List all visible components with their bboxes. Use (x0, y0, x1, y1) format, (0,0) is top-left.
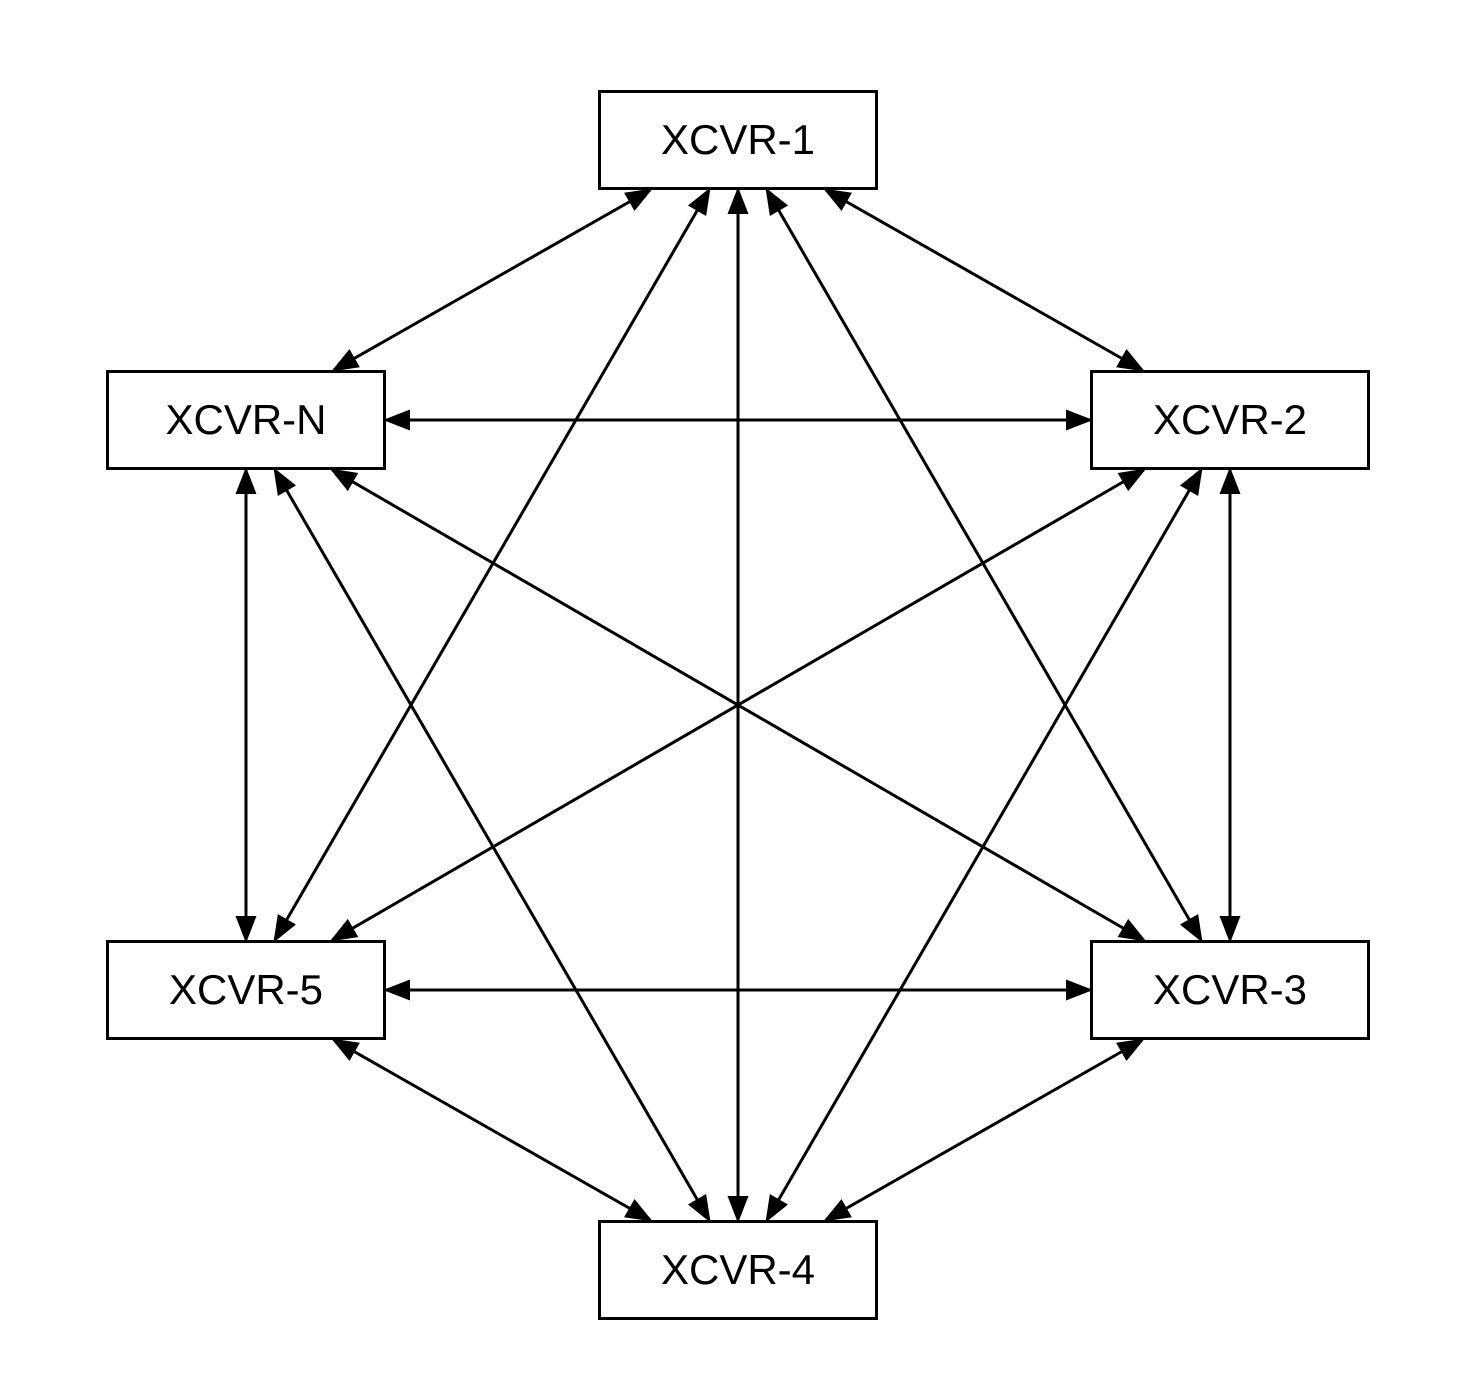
node-n5: XCVR-5 (106, 940, 386, 1040)
node-label: XCVR-5 (169, 966, 323, 1014)
edge (334, 190, 650, 370)
node-label: XCVR-2 (1153, 396, 1307, 444)
edge (826, 190, 1142, 370)
node-n1: XCVR-1 (598, 90, 878, 190)
edge (275, 190, 709, 940)
edge (826, 1040, 1142, 1220)
node-label: XCVR-3 (1153, 966, 1307, 1014)
edge (334, 1040, 650, 1220)
node-label: XCVR-N (165, 396, 326, 444)
edges-layer (0, 0, 1476, 1392)
node-label: XCVR-1 (661, 116, 815, 164)
edge (767, 470, 1201, 1220)
node-n3: XCVR-3 (1090, 940, 1370, 1040)
node-n4: XCVR-4 (598, 1220, 878, 1320)
node-nN: XCVR-N (106, 370, 386, 470)
edge (767, 190, 1201, 940)
node-label: XCVR-4 (661, 1246, 815, 1294)
network-diagram: XCVR-1 XCVR-2 XCVR-3 XCVR-4 XCVR-5 XCVR-N (0, 0, 1476, 1392)
node-n2: XCVR-2 (1090, 370, 1370, 470)
edge (275, 470, 709, 1220)
